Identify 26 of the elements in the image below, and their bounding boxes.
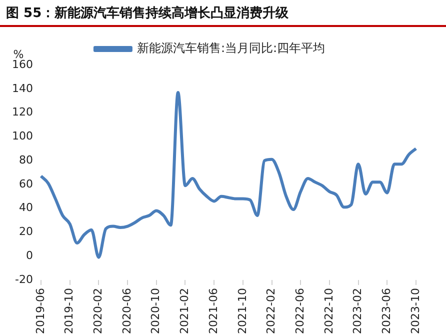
x-tick-label: 2019-10 <box>62 288 76 334</box>
x-tick-label: 2020-02 <box>92 288 105 334</box>
x-tick-label: 2021-10 <box>236 288 249 334</box>
x-tick-label: 2021-02 <box>178 288 192 334</box>
y-tick-label: 0 <box>26 249 33 262</box>
x-tick-label: 2021-06 <box>206 288 220 334</box>
y-tick-label: 40 <box>18 201 33 214</box>
x-tick-label: 2022-06 <box>293 288 306 334</box>
x-tick-label: 2022-10 <box>322 288 336 334</box>
x-tick-label: 2020-10 <box>149 288 162 334</box>
y-tick-label: 100 <box>12 130 33 143</box>
x-tick-label: 2019-06 <box>34 288 47 334</box>
y-tick-label: -20 <box>15 272 33 286</box>
x-tick-label: 2023-02 <box>351 288 364 334</box>
y-tick-label: 60 <box>18 177 33 190</box>
y-tick-label: 80 <box>18 153 33 166</box>
x-tick-label: 2023-06 <box>380 288 394 334</box>
x-tick-label: 2022-02 <box>264 288 278 334</box>
y-tick-label: 140 <box>12 82 33 95</box>
chart-title: 图 55：新能源汽车销售持续高增长凸显消费升级 <box>0 0 446 27</box>
legend-label: 新能源汽车销售:当月同比:四年平均 <box>136 41 326 56</box>
y-tick-label: 20 <box>18 225 33 238</box>
line-series <box>39 90 418 259</box>
x-tick-label: 2020-06 <box>120 288 134 334</box>
x-tick-label: 2023-10 <box>408 288 422 334</box>
y-tick-label: 120 <box>12 106 33 119</box>
